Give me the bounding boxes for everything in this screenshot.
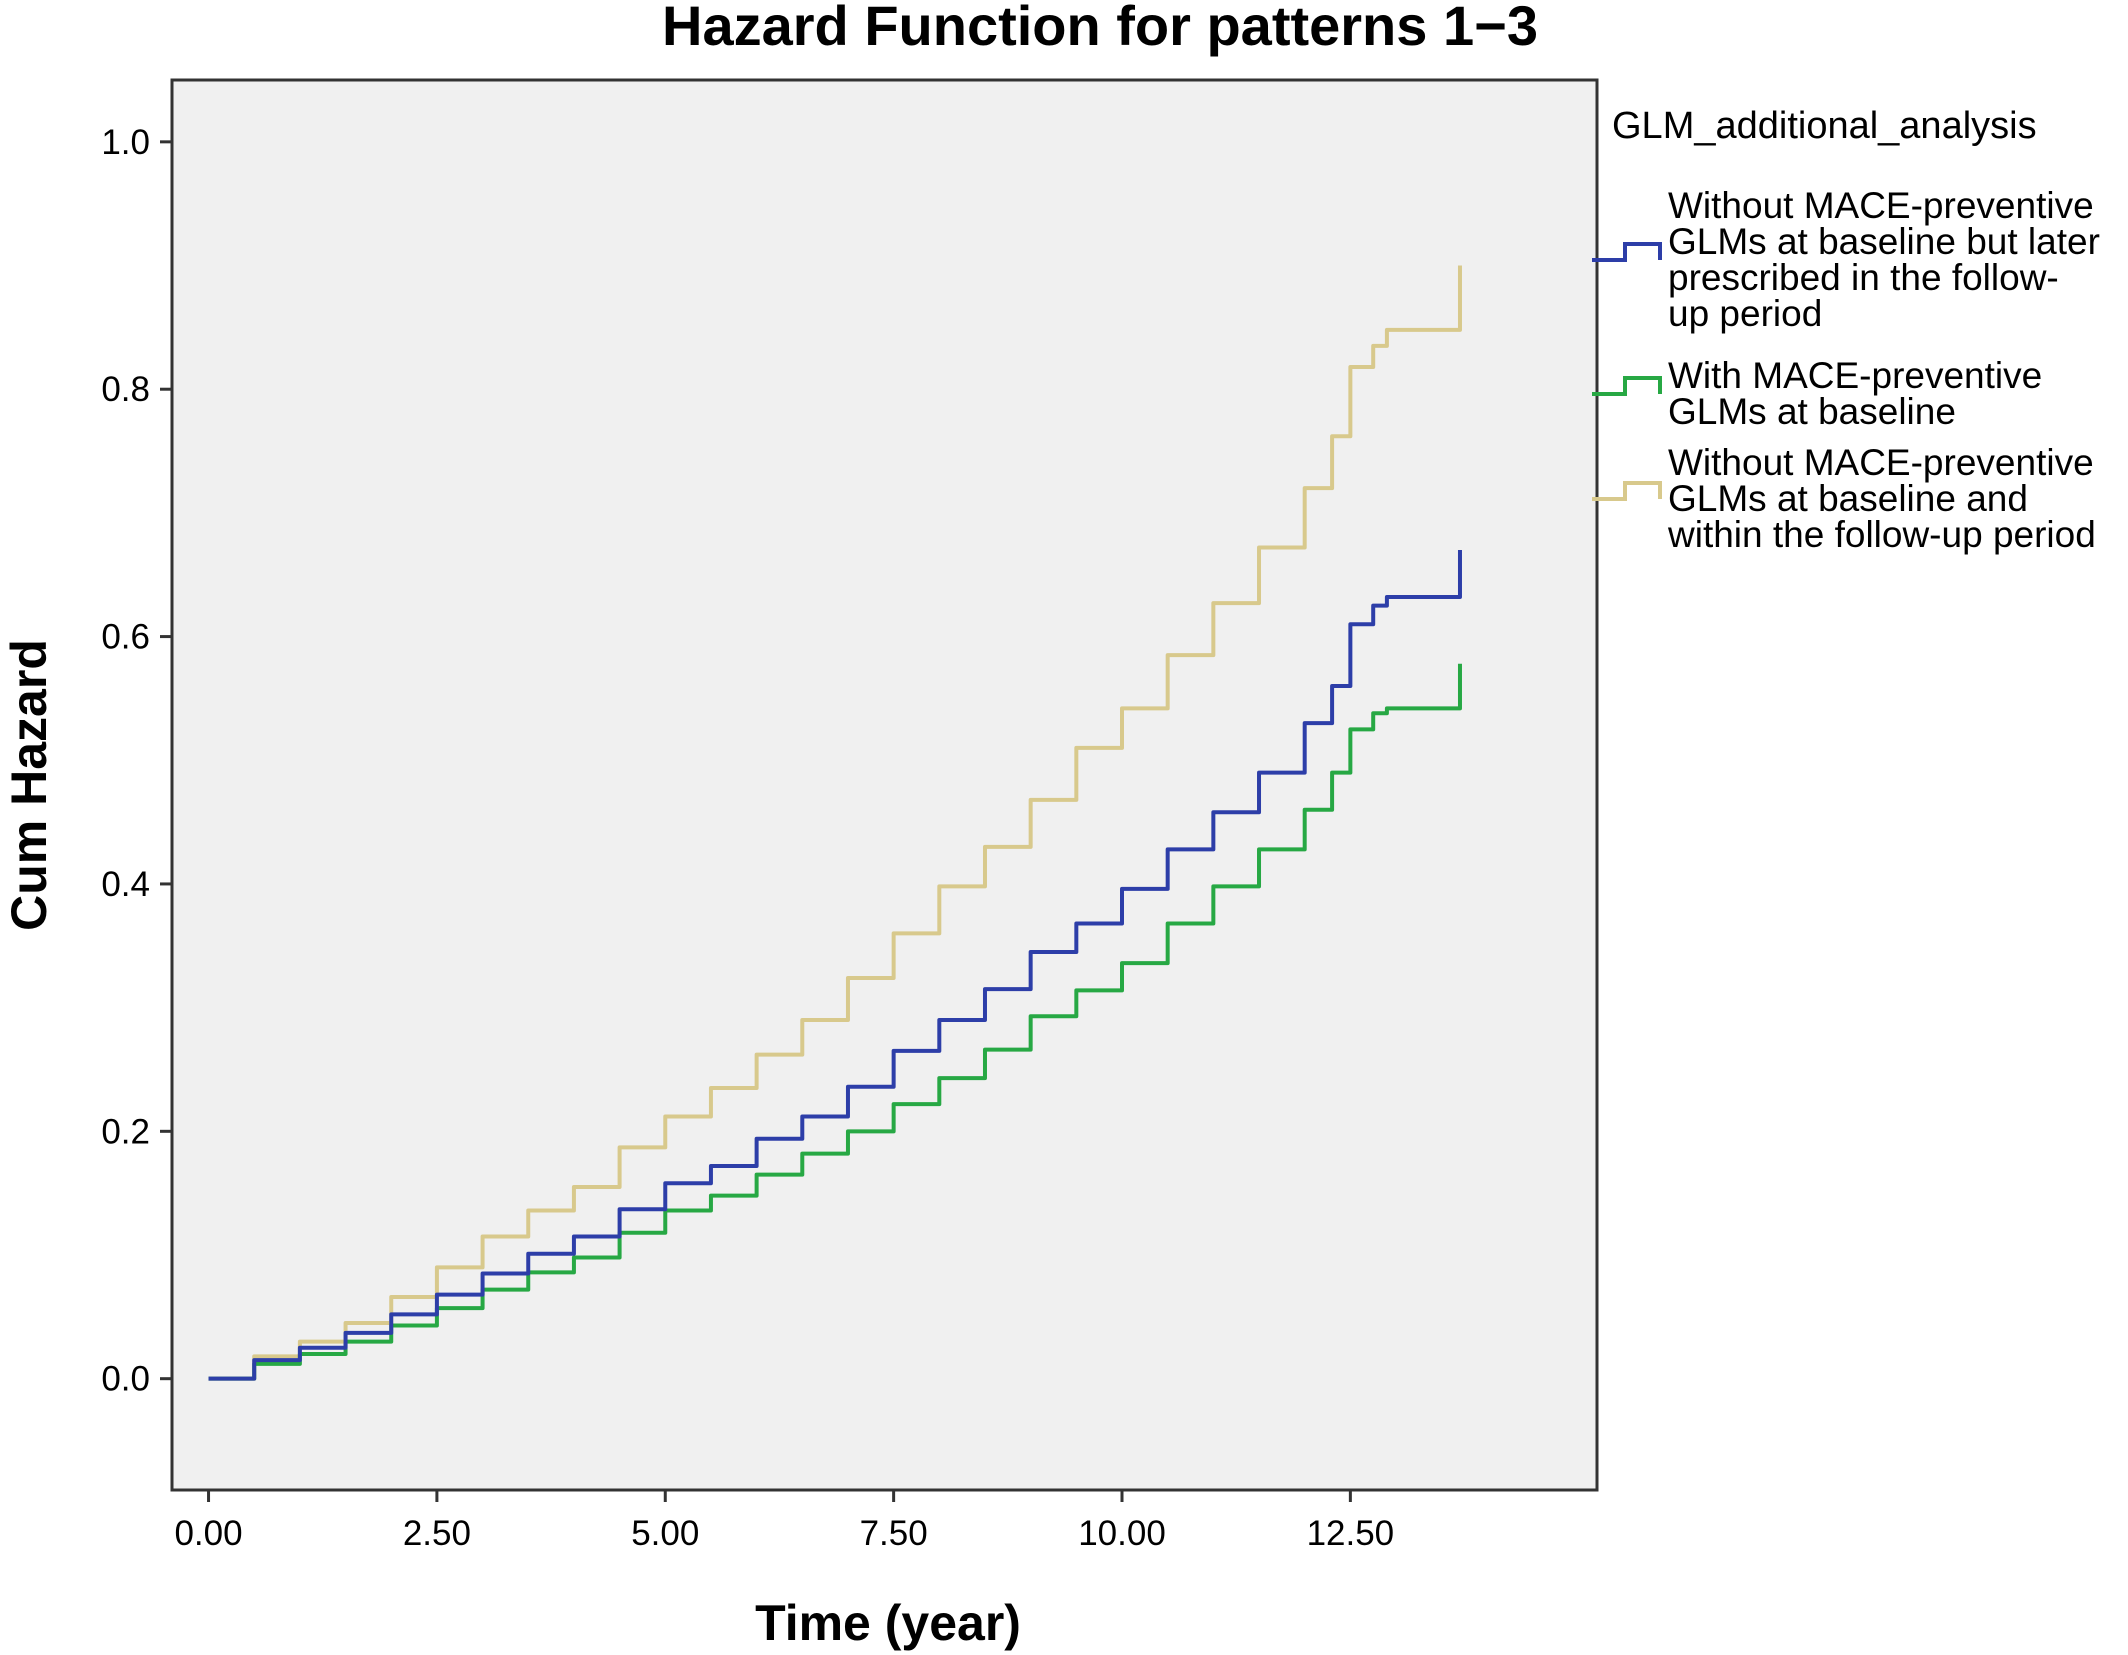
plot-area <box>170 78 1599 1492</box>
chart-title: Hazard Function for patterns 1−3 <box>662 0 1538 57</box>
legend-label: up period <box>1668 293 1822 334</box>
series-group <box>208 265 1462 1381</box>
x-tick-label: 0.00 <box>174 1514 242 1553</box>
legend-label: With MACE-preventive <box>1668 355 2042 396</box>
x-tick-label: 5.00 <box>631 1514 699 1553</box>
x-axis-label: Time (year) <box>755 1595 1021 1651</box>
legend-symbol <box>1592 242 1662 262</box>
legend-label: Without MACE-preventive <box>1668 442 2094 483</box>
x-tick-label: 7.50 <box>860 1514 928 1553</box>
series-line <box>208 265 1462 1381</box>
y-tick-label: 1.0 <box>101 123 150 162</box>
y-tick-label: 0.4 <box>101 865 150 904</box>
legend-label: Without MACE-preventive <box>1668 185 2094 226</box>
legend-label: within the follow-up period <box>1667 514 2096 555</box>
y-tick-label: 0.8 <box>101 370 150 409</box>
legend-label: prescribed in the follow- <box>1668 257 2059 298</box>
legend-label: GLMs at baseline but later <box>1668 221 2100 262</box>
y-tick-label: 0.0 <box>101 1360 150 1399</box>
y-axis-label: Cum Hazard <box>1 639 57 931</box>
y-tick-label: 0.2 <box>101 1112 150 1151</box>
y-tick-label: 0.6 <box>101 618 150 657</box>
x-tick-label: 10.00 <box>1078 1514 1166 1553</box>
legend-title: GLM_additional_analysis <box>1612 105 2037 147</box>
x-tick-label: 12.50 <box>1307 1514 1395 1553</box>
x-axis: 0.00 2.50 5.00 7.50 10.00 12.50 <box>174 1490 1394 1553</box>
y-axis: 0.0 0.2 0.4 0.6 0.8 1.0 <box>101 123 172 1399</box>
series-line <box>208 550 1462 1381</box>
legend-symbol <box>1592 481 1662 501</box>
legend-label: GLMs at baseline and <box>1668 478 2028 519</box>
legend-symbol <box>1592 376 1662 396</box>
legend-label: GLMs at baseline <box>1668 391 1956 432</box>
x-tick-label: 2.50 <box>403 1514 471 1553</box>
